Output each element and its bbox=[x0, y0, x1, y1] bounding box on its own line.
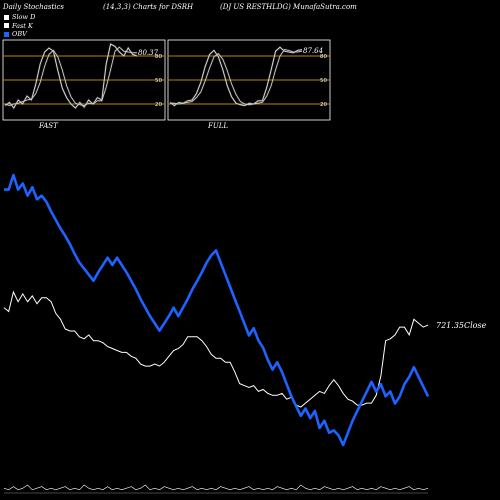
legend-item-slow-d: Slow D bbox=[4, 13, 35, 22]
series-line-obv bbox=[4, 173, 430, 447]
series-line-slow-d bbox=[4, 46, 137, 107]
series-shadow bbox=[169, 45, 303, 108]
panel-label: FAST bbox=[38, 122, 59, 130]
close-value-label: 721.35Close bbox=[436, 321, 487, 330]
series-line-slow-d bbox=[170, 49, 303, 106]
header-center: (14,3,3) Charts for DSRH bbox=[103, 3, 194, 11]
legend-item-fast-k: Fast K bbox=[4, 22, 35, 31]
legend: Slow D Fast K OBV bbox=[4, 13, 35, 39]
y-tick-label: 20 bbox=[155, 102, 162, 108]
y-tick-label: 50 bbox=[155, 78, 162, 84]
panel-label: FULL bbox=[207, 122, 228, 130]
series-line-fast-k bbox=[4, 43, 138, 109]
y-tick-label: 20 bbox=[320, 102, 327, 108]
header-left: Daily Stochastics bbox=[3, 3, 65, 11]
legend-swatch bbox=[4, 14, 9, 20]
legend-item-obv: OBV bbox=[4, 30, 35, 39]
last-value-label: 87.64 bbox=[303, 47, 323, 55]
legend-label: Fast K bbox=[12, 21, 33, 30]
legend-swatch bbox=[4, 31, 9, 37]
y-tick-label: 80 bbox=[320, 54, 327, 60]
series-line-close bbox=[3, 290, 429, 408]
legend-label: Slow D bbox=[12, 13, 36, 21]
series-shadow bbox=[4, 45, 137, 107]
series-line-volume bbox=[3, 484, 429, 491]
series-line-fast-k bbox=[169, 46, 303, 107]
y-tick-label: 50 bbox=[320, 78, 327, 84]
header-right: (DJ US RESTHLDG) MunafaSutra.com bbox=[220, 3, 357, 11]
series-shadow bbox=[170, 48, 303, 107]
y-tick-label: 80 bbox=[155, 54, 162, 60]
last-value-label: 80.37 bbox=[138, 49, 159, 57]
legend-label: OBV bbox=[12, 30, 27, 38]
legend-swatch bbox=[4, 23, 9, 29]
series-shadow bbox=[4, 42, 138, 111]
